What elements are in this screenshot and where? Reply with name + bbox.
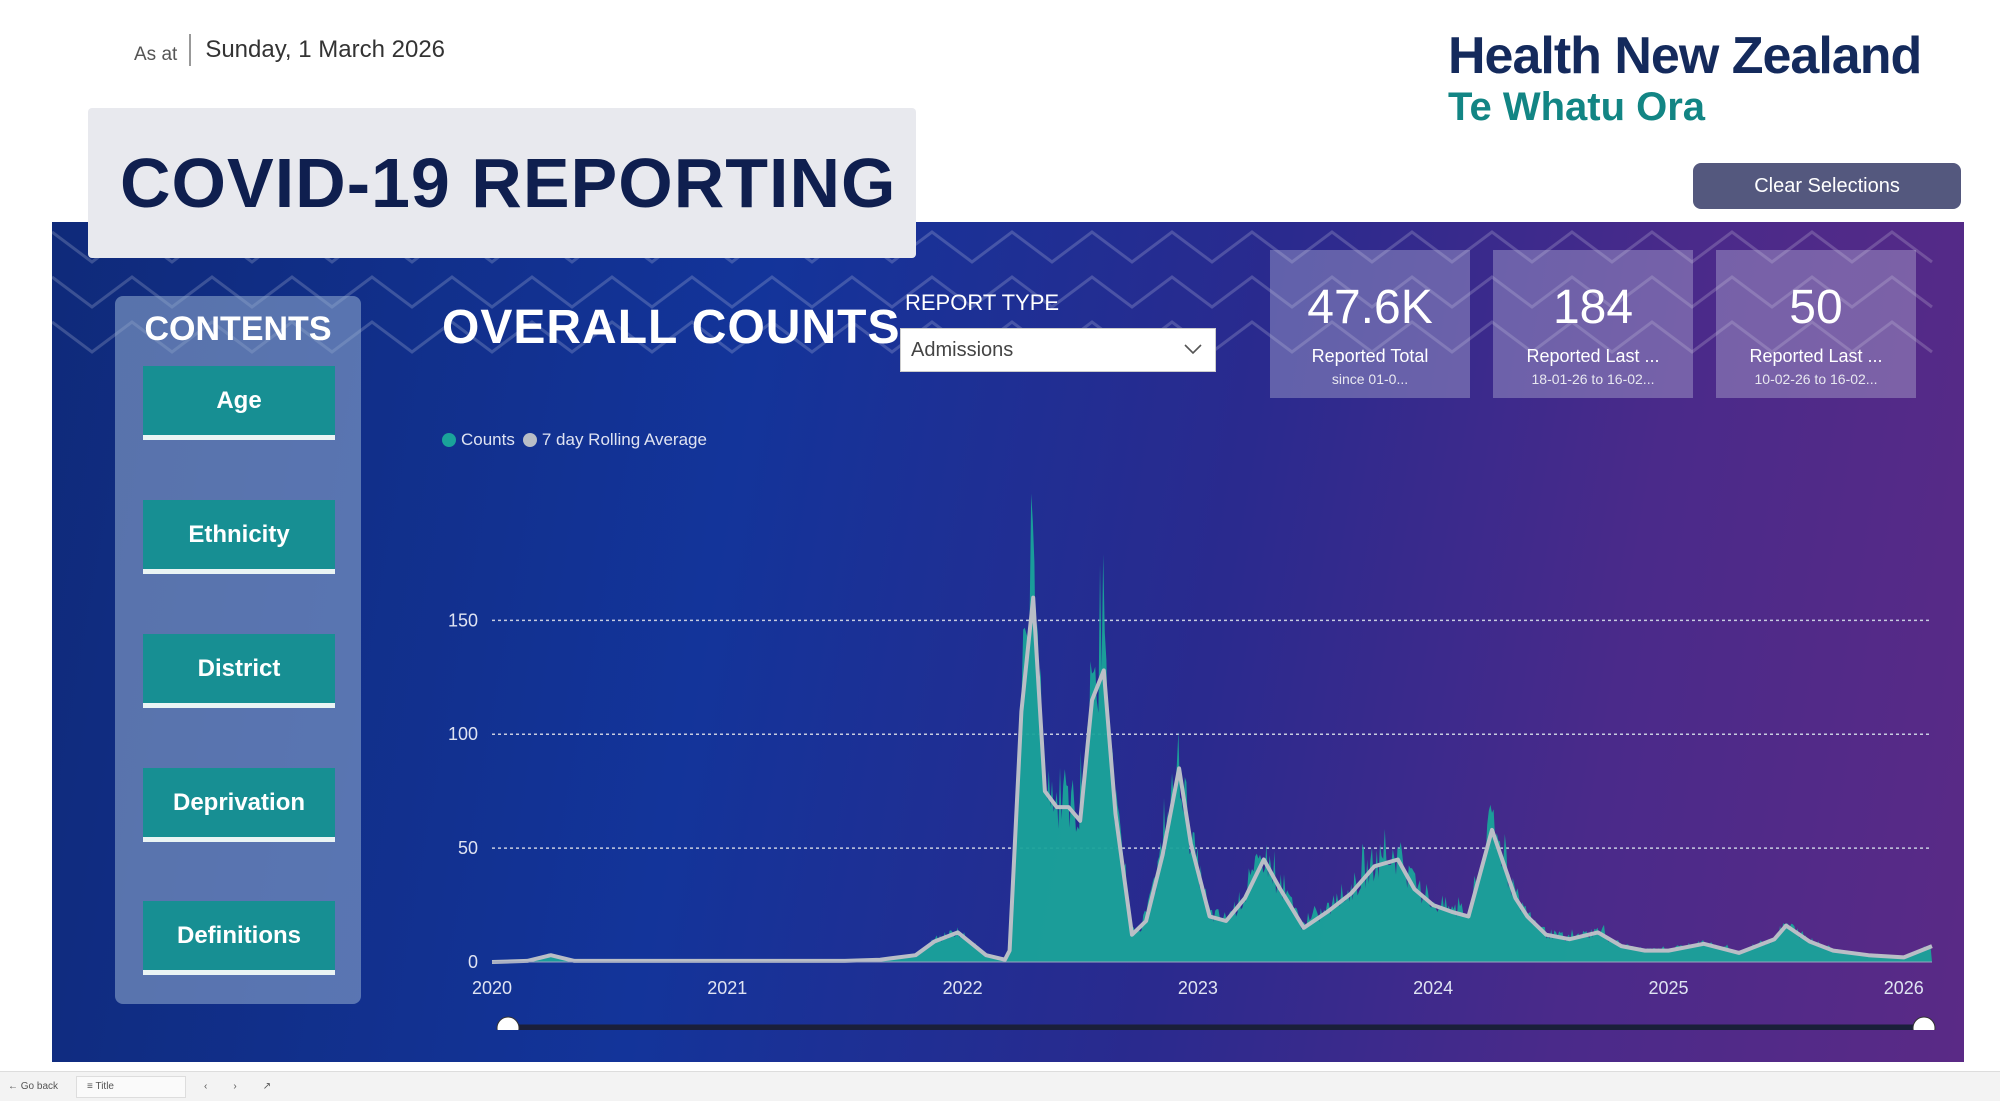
x-tick-label: 2021 <box>707 978 747 998</box>
prev-page-icon[interactable]: ‹ <box>204 1081 208 1092</box>
legend-dot-icon <box>442 433 456 447</box>
y-tick-label: 50 <box>458 838 478 858</box>
kpi-card-total[interactable]: 47.6K Reported Total since 01-0... <box>1270 250 1470 398</box>
kpi-value: 184 <box>1552 281 1634 334</box>
x-tick-label: 2026 <box>1884 978 1924 998</box>
next-page-icon[interactable]: › <box>233 1081 237 1092</box>
as-at: As at Sunday, 1 March 2026 <box>134 34 445 66</box>
rolling-average-line <box>491 595 1933 964</box>
nav-deprivation-button[interactable]: Deprivation <box>143 768 335 842</box>
health-nz-logo: Health New Zealand Te Whatu Ora <box>1448 27 1922 130</box>
go-back-button[interactable]: ← Go back <box>8 1081 59 1092</box>
x-tick-label: 2022 <box>943 978 983 998</box>
divider <box>189 34 192 66</box>
x-tick-label: 2023 <box>1178 978 1218 998</box>
kpi-label: Reported Total <box>1311 346 1429 366</box>
report-date: Sunday, 1 March 2026 <box>205 36 446 63</box>
logo-line2: Te Whatu Ora <box>1448 85 1706 129</box>
kpi-value: 50 <box>1789 281 1843 334</box>
x-tick-label: 2020 <box>472 978 512 998</box>
date-slider-start-handle[interactable] <box>496 1016 520 1030</box>
legend-label: 7 day Rolling Average <box>541 430 707 449</box>
chevron-down-icon <box>1184 344 1202 355</box>
kpi-sub: 10-02-26 to 16-02... <box>1754 371 1878 387</box>
report-title-box: COVID-19 REPORTING <box>88 108 916 258</box>
kpi-card-last-week[interactable]: 50 Reported Last ... 10-02-26 to 16-02..… <box>1716 250 1916 398</box>
x-tick-label: 2024 <box>1413 978 1453 998</box>
legend-dot-icon <box>522 433 537 447</box>
x-tick-label: 2025 <box>1648 978 1688 998</box>
nav-ethnicity-button[interactable]: Ethnicity <box>143 500 335 574</box>
y-tick-label: 100 <box>448 724 478 744</box>
kpi-sub: since 01-0... <box>1331 371 1409 387</box>
clear-selections-button[interactable]: Clear Selections <box>1693 163 1961 209</box>
kpi-label: Reported Last ... <box>1749 346 1883 366</box>
kpi-card-last-period[interactable]: 184 Reported Last ... 18-01-26 to 16-02.… <box>1493 250 1693 398</box>
counts-area <box>492 493 1932 962</box>
y-tick-label: 150 <box>448 610 478 630</box>
kpi-label: Reported Last ... <box>1526 346 1660 366</box>
nav-age-button[interactable]: Age <box>143 366 335 440</box>
expand-icon[interactable]: ↗ <box>262 1081 272 1092</box>
kpi-value: 47.6K <box>1307 281 1433 334</box>
overall-counts-title: OVERALL COUNTS <box>442 301 901 354</box>
legend-item-rolling[interactable]: 7 day Rolling Average <box>522 430 707 450</box>
legend-label: Counts <box>461 430 515 449</box>
overall-counts-chart: 0 50 100 150 2020 2021 2022 2023 2024 2025 2026 <box>448 493 1936 1030</box>
logo-line1: Health New Zealand <box>1448 27 1922 85</box>
status-bar: ← Go back ≡ Title ‹ › ↗ <box>0 1071 2000 1101</box>
legend-item-counts[interactable]: Counts <box>442 430 515 450</box>
as-at-label: As at <box>134 44 178 65</box>
page-tab[interactable]: ≡ Title <box>76 1075 187 1098</box>
report-type-dropdown[interactable]: Admissions <box>900 328 1216 372</box>
report-title: COVID-19 REPORTING <box>120 144 897 222</box>
y-tick-label: 0 <box>468 952 478 972</box>
chart-legend: Counts 7 day Rolling Average <box>442 430 715 450</box>
date-slider-end-handle[interactable] <box>1912 1016 1936 1030</box>
nav-definitions-button[interactable]: Definitions <box>143 901 335 975</box>
kpi-sub: 18-01-26 to 16-02... <box>1531 371 1655 387</box>
contents-heading: CONTENTS <box>144 310 332 348</box>
nav-district-button[interactable]: District <box>143 634 335 708</box>
report-type-label: REPORT TYPE <box>905 290 1060 315</box>
contents-nav: CONTENTS Age Ethnicity District Deprivat… <box>115 296 361 1004</box>
report-type-value: Admissions <box>911 338 1014 361</box>
